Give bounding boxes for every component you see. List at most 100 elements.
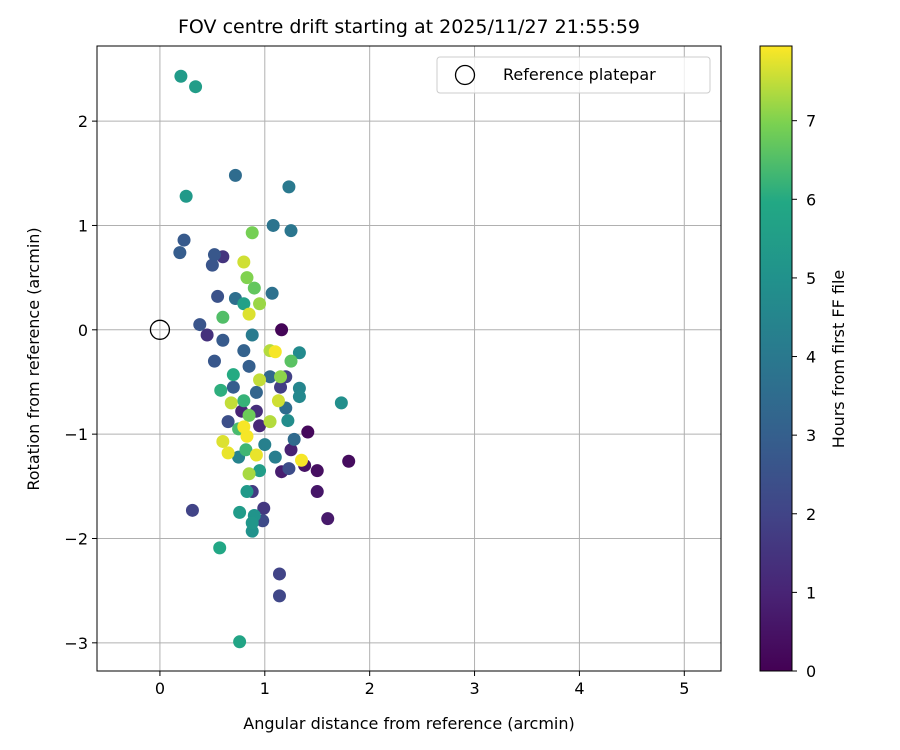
data-point xyxy=(282,180,296,194)
y-tick-label: 1 xyxy=(78,216,88,235)
data-point xyxy=(213,541,227,555)
data-point xyxy=(240,271,254,285)
data-point xyxy=(226,380,240,394)
data-point xyxy=(253,464,267,478)
data-point xyxy=(274,370,288,384)
legend-label: Reference platepar xyxy=(503,65,656,84)
data-point xyxy=(257,501,271,515)
legend-box xyxy=(436,56,711,94)
data-point xyxy=(233,505,247,519)
data-point xyxy=(271,394,285,408)
data-point xyxy=(268,450,282,464)
data-point xyxy=(258,438,272,452)
data-point xyxy=(221,415,235,429)
x-axis-label: Angular distance from reference (arcmin) xyxy=(243,714,574,733)
data-point xyxy=(216,310,230,324)
colorbar-ticks: 0 1 2 3 4 5 6 7 xyxy=(792,112,816,681)
data-point xyxy=(221,446,235,460)
x-tick-label: 4 xyxy=(574,679,584,698)
chart-title: FOV centre drift starting at 2025/11/27 … xyxy=(178,16,640,38)
data-point xyxy=(242,467,256,481)
data-point xyxy=(245,226,259,240)
data-point xyxy=(263,415,277,429)
data-point xyxy=(281,414,295,428)
data-point xyxy=(249,385,263,399)
data-point xyxy=(242,408,256,422)
data-point xyxy=(242,359,256,373)
data-point xyxy=(272,567,286,581)
data-point xyxy=(207,248,221,262)
data-point xyxy=(287,432,301,446)
data-point xyxy=(268,345,282,359)
data-point xyxy=(266,218,280,232)
data-point xyxy=(193,318,207,332)
data-point xyxy=(247,281,261,295)
x-tick-label: 1 xyxy=(260,679,270,698)
data-point xyxy=(239,443,253,457)
data-point xyxy=(253,373,267,387)
data-point xyxy=(301,425,315,439)
legend: Reference platepar xyxy=(436,56,711,94)
data-point xyxy=(205,258,219,272)
grid xyxy=(97,46,721,671)
data-point xyxy=(334,396,348,410)
data-point xyxy=(189,80,203,94)
data-point xyxy=(263,370,277,384)
y-tick-label: −1 xyxy=(64,425,88,444)
colorbar: 0 1 2 3 4 5 6 7 Hours from first FF file xyxy=(759,45,848,681)
data-point xyxy=(207,354,221,368)
x-tick-label: 2 xyxy=(365,679,375,698)
data-point xyxy=(295,453,309,467)
data-point xyxy=(272,589,286,603)
colorbar-label: Hours from first FF file xyxy=(829,270,848,449)
data-point xyxy=(237,420,251,434)
data-point xyxy=(284,224,298,238)
data-point xyxy=(242,307,256,321)
colorbar-tick-label: 4 xyxy=(806,348,816,367)
data-point xyxy=(200,328,214,342)
data-point xyxy=(284,354,298,368)
legend-marker xyxy=(454,64,476,86)
data-point xyxy=(214,383,228,397)
y-tick-label: 2 xyxy=(78,112,88,131)
data-points xyxy=(149,69,356,649)
y-tick-label: 0 xyxy=(78,321,88,340)
data-point xyxy=(274,380,288,394)
data-point xyxy=(275,323,289,337)
data-point xyxy=(321,512,335,526)
data-point xyxy=(253,419,267,433)
x-tick-label: 0 xyxy=(155,679,165,698)
data-point xyxy=(226,368,240,382)
data-point xyxy=(174,69,188,83)
colorbar-tick-label: 6 xyxy=(806,190,816,209)
data-point xyxy=(253,297,267,311)
data-point xyxy=(240,485,254,499)
colorbar-tick-label: 0 xyxy=(806,662,816,681)
data-point xyxy=(237,394,251,408)
x-tick-label: 5 xyxy=(679,679,689,698)
colorbar-tick-label: 2 xyxy=(806,505,816,524)
data-point xyxy=(216,333,230,347)
y-axis-label: Rotation from reference (arcmin) xyxy=(24,227,43,490)
colorbar-gradient xyxy=(759,45,793,672)
y-tick-label: −2 xyxy=(64,529,88,548)
data-point xyxy=(284,443,298,457)
data-point xyxy=(233,635,247,649)
plot-frame xyxy=(96,45,722,672)
data-point xyxy=(249,448,263,462)
data-point xyxy=(228,168,242,182)
data-point xyxy=(292,346,306,360)
data-point xyxy=(237,344,251,358)
data-point xyxy=(177,233,191,247)
data-point xyxy=(245,328,259,342)
axes: 0 1 2 3 4 5 −3 −2 −1 0 1 2 xyxy=(64,45,722,698)
data-point xyxy=(224,396,238,410)
colorbar-tick-label: 7 xyxy=(806,112,816,131)
colorbar-tick-label: 5 xyxy=(806,269,816,288)
data-point xyxy=(282,462,296,476)
data-point xyxy=(185,503,199,517)
data-point xyxy=(245,516,259,530)
data-point xyxy=(292,390,306,404)
data-point xyxy=(310,464,324,478)
